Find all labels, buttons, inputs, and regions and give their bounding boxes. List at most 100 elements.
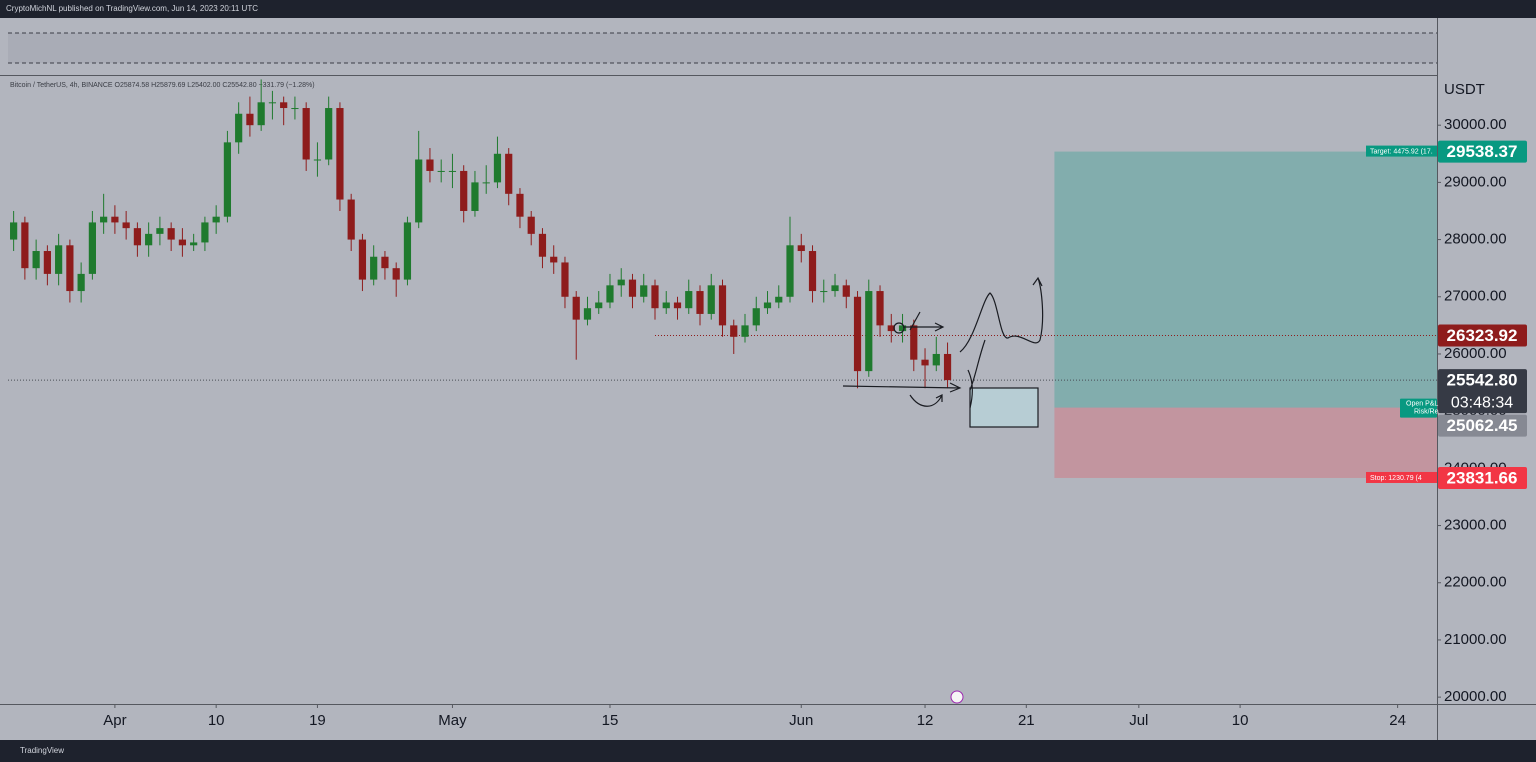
candle-body (910, 325, 918, 360)
footer-bar (0, 740, 1536, 762)
candle-body (853, 296, 862, 372)
header: CryptoMichNL published on TradingView.co… (6, 4, 258, 13)
drawn-box (969, 387, 1039, 428)
candle-body (741, 325, 749, 337)
candle-body (786, 245, 794, 297)
pl-tag-bg (1400, 398, 1437, 418)
candle-body (718, 285, 727, 326)
price-line-label: 26323.92 (1447, 326, 1518, 345)
y-tick-label: 28000.00 (1444, 231, 1507, 248)
candle-body (190, 242, 198, 246)
target-price-label-bg (1438, 140, 1527, 163)
x-tick-label: 10 (1232, 712, 1249, 729)
candle-body (55, 245, 63, 274)
last-price-bg (1438, 369, 1527, 414)
candle-body (291, 108, 299, 110)
header-bar (0, 0, 1536, 18)
candle-body (43, 251, 51, 274)
stop-zone (1054, 407, 1437, 478)
candle-body (561, 262, 569, 297)
target-price-label: 29538.37 (1447, 142, 1518, 161)
x-tick-label: 12 (917, 712, 934, 729)
candle-body (167, 228, 175, 240)
candle-body (921, 359, 929, 366)
candle-body (403, 222, 412, 280)
candle-body (887, 325, 895, 332)
target-tag-bg (1366, 145, 1437, 157)
y-tick-label: 21000.00 (1444, 631, 1507, 648)
candle-body (10, 222, 18, 240)
x-tick-label: 24 (1389, 712, 1406, 729)
candle-body (336, 108, 344, 200)
y-tick-label: 20000.00 (1444, 688, 1507, 705)
candle-body (392, 268, 400, 280)
stop-price-label: 23831.66 (1447, 468, 1518, 487)
candle-body (223, 142, 232, 217)
candle-body (538, 233, 547, 257)
candle-body (651, 285, 659, 309)
candle-body (381, 256, 389, 269)
rsi-band (8, 33, 1437, 63)
y-tick-label: 27000.00 (1444, 288, 1507, 305)
candle-body (347, 199, 355, 240)
candle-body (88, 222, 96, 274)
candle-body (820, 291, 828, 293)
candle-body (471, 182, 479, 211)
candle-body (212, 216, 220, 223)
candle-body (415, 159, 423, 223)
candle-body (943, 353, 952, 381)
candle-body (145, 233, 153, 246)
candle-body (640, 285, 648, 297)
candle-body (842, 285, 850, 297)
x-tick-label: Jul (1129, 712, 1148, 729)
candle-body (831, 285, 839, 292)
candle-body (77, 273, 85, 292)
drawn-arrow (903, 322, 945, 332)
candle-body (752, 308, 760, 326)
candle-body (595, 302, 603, 309)
candle-body (696, 291, 704, 314)
candle-body (662, 302, 670, 309)
candle-body (505, 153, 513, 194)
drawn-arrow (842, 382, 962, 393)
target-zone (1054, 151, 1437, 408)
target-tag: Target: 4475.92 (17. (1370, 148, 1433, 155)
candle-body (358, 239, 367, 280)
candle-body (763, 302, 772, 309)
drawn-arrow (909, 394, 943, 407)
candle-body (268, 102, 277, 104)
candle-body (325, 108, 333, 160)
candle-body (707, 285, 715, 314)
candle-body (460, 170, 468, 211)
candle-body (898, 325, 907, 332)
y-tick-label: 23000.00 (1444, 517, 1507, 534)
candle-body (617, 279, 625, 286)
candle-body (527, 216, 535, 234)
x-tick-label: 21 (1018, 712, 1035, 729)
candle-body (246, 113, 254, 126)
candle-body (111, 216, 119, 223)
candle-body (865, 291, 873, 372)
candle-body (32, 251, 40, 269)
countdown: 03:48:34 (1451, 394, 1513, 411)
candle-body (797, 245, 805, 252)
footer: TradingView (20, 746, 64, 755)
candle-body (673, 302, 682, 309)
alert-icon[interactable] (950, 690, 964, 704)
x-tick-label: Apr (103, 712, 126, 729)
candle-body (685, 291, 693, 309)
candle-body (313, 159, 322, 161)
candle-body (100, 216, 108, 223)
candle-body (808, 251, 817, 292)
candle-body (437, 170, 445, 172)
candle-body (932, 353, 940, 366)
candle-body (628, 279, 637, 297)
candle-body (493, 153, 502, 183)
last-price-label: 25542.80 (1447, 371, 1518, 390)
candle-body (448, 170, 457, 172)
drawn-circle (893, 322, 905, 334)
candle-body (280, 102, 288, 109)
candle-body (235, 113, 243, 143)
